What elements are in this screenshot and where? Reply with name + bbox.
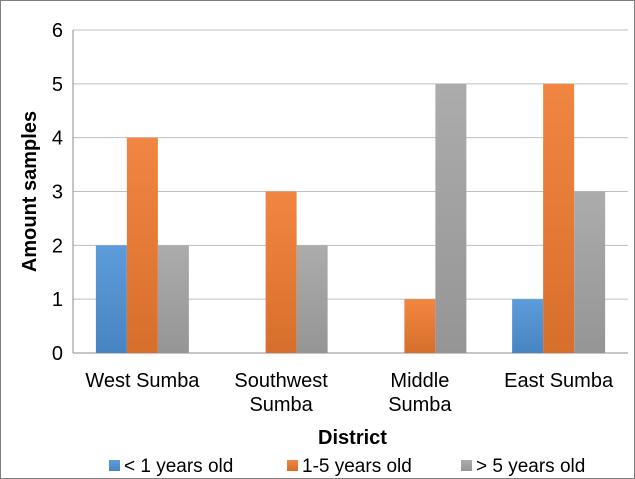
legend-swatch bbox=[287, 460, 298, 471]
bar bbox=[157, 245, 189, 353]
legend-swatch bbox=[461, 460, 472, 471]
bar bbox=[512, 299, 544, 353]
bar bbox=[126, 137, 158, 353]
legend-label: > 5 years old bbox=[476, 456, 585, 477]
x-tick-label: Middle bbox=[390, 370, 449, 392]
bar bbox=[543, 83, 575, 353]
y-tick-label: 6 bbox=[52, 20, 63, 42]
bar bbox=[296, 245, 328, 353]
y-tick-label: 1 bbox=[52, 289, 63, 311]
x-tick-label: Southwest bbox=[234, 370, 328, 392]
x-axis-title: District bbox=[318, 427, 387, 449]
bar bbox=[265, 191, 297, 353]
y-tick-label: 5 bbox=[52, 74, 63, 96]
y-axis-title: Amount samples bbox=[19, 111, 41, 272]
bar bbox=[404, 299, 436, 353]
y-tick-label: 2 bbox=[52, 235, 63, 257]
x-tick-label: East Sumba bbox=[504, 370, 614, 392]
bar bbox=[574, 191, 606, 353]
bar bbox=[95, 245, 127, 353]
legend-label: < 1 years old bbox=[124, 456, 233, 477]
x-tick-label: Sumba bbox=[249, 394, 313, 416]
y-tick-label: 0 bbox=[52, 343, 63, 365]
y-tick-label: 4 bbox=[52, 128, 63, 150]
y-tick-label: 3 bbox=[52, 182, 63, 204]
x-tick-label: Sumba bbox=[388, 394, 452, 416]
legend-label: 1-5 years old bbox=[302, 456, 412, 477]
x-tick-label: West Sumba bbox=[85, 370, 200, 392]
legend-swatch bbox=[109, 460, 120, 471]
bar bbox=[435, 83, 467, 353]
